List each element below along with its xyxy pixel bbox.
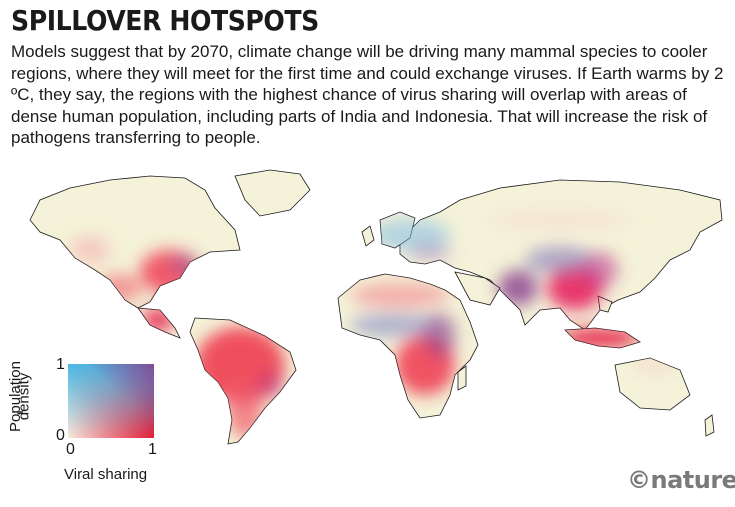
landmass-madagascar: [457, 365, 467, 391]
nature-logo: ©nature: [627, 466, 735, 494]
figure-title: SPILLOVER HOTSPOTS: [11, 4, 319, 37]
legend-y-axis-label: Population density: [7, 352, 54, 446]
world-map: [29, 169, 723, 445]
legend-y-label-line2: density: [15, 372, 33, 421]
legend-y-tick-min: 0: [56, 427, 65, 444]
landmass-greenland: [234, 169, 311, 217]
legend-y-tick-max: 1: [56, 356, 65, 373]
legend-x-tick-max: 1: [148, 441, 157, 458]
landmass-uk: [361, 225, 375, 247]
landmass-arabia: [454, 271, 501, 306]
figure-description: Models suggest that by 2070, climate cha…: [11, 42, 724, 147]
landmass-japan: [597, 295, 613, 313]
legend-x-axis-label: Viral sharing: [64, 466, 148, 483]
legend-color-square: [68, 364, 154, 438]
landmass-new-zealand: [704, 414, 715, 437]
legend-x-tick-min: 0: [66, 441, 75, 458]
